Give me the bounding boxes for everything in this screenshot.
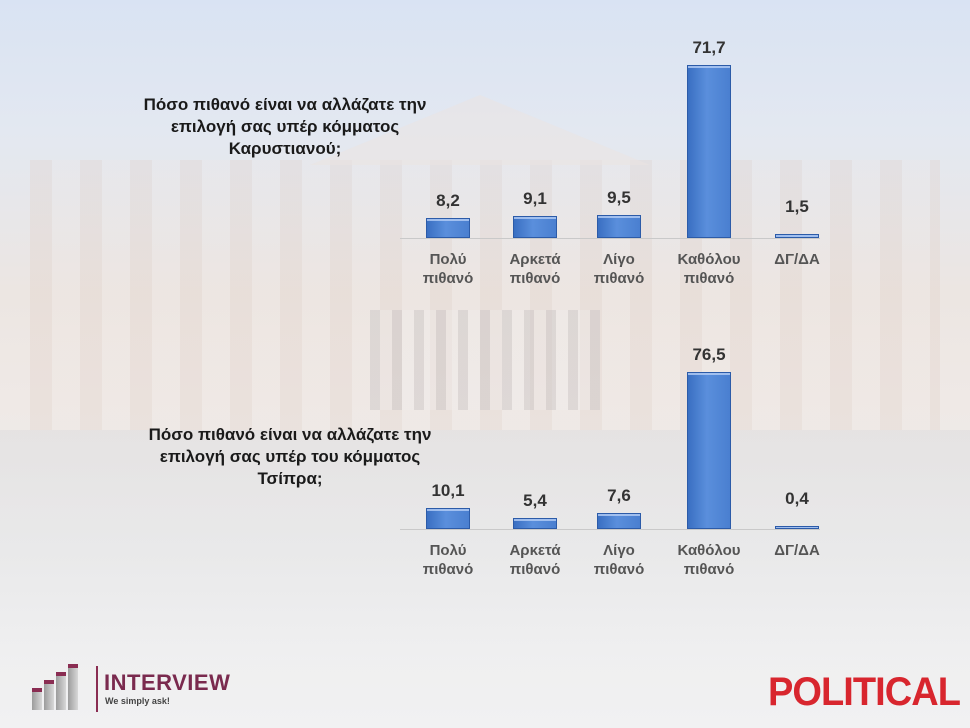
logo-divider	[96, 666, 98, 712]
chart2-value-label: 7,6	[607, 486, 631, 506]
chart2-bar	[597, 513, 641, 529]
chart1-bar	[597, 215, 641, 238]
chart2-bar-chart: 10,1 Πολύ πιθανό 5,4 Αρκετά πιθανό 7,6 Λίγο πιθα…	[400, 0, 820, 600]
chart1-value-label: 9,5	[607, 188, 631, 208]
background-pediment	[310, 95, 650, 165]
chart2-bar	[513, 517, 557, 529]
background-building	[30, 160, 940, 430]
chart2-question: Πόσο πιθανό είναι να αλλάζατε την επιλογ…	[120, 424, 460, 490]
category-line: πιθανό	[422, 561, 474, 578]
background-ground	[0, 430, 970, 660]
chart1-value-label: 8,2	[436, 191, 460, 211]
category-line: Αρκετά	[509, 251, 561, 268]
chart1-question-line: Πόσο πιθανό είναι να αλλάζατε την	[143, 95, 427, 114]
chart1-bar	[513, 216, 557, 238]
category-line: Καθόλου	[677, 251, 741, 268]
chart1-question-line: επιλογή σας υπέρ κόμματος	[170, 117, 400, 136]
chart2-question-line: Πόσο πιθανό είναι να αλλάζατε την	[148, 425, 432, 444]
chart1-question: Πόσο πιθανό είναι να αλλάζατε την επιλογ…	[140, 94, 430, 160]
interview-logo-tagline: We simply ask!	[105, 696, 170, 706]
chart2-bar	[775, 526, 819, 529]
interview-logo-name: INTERVIEW	[104, 670, 231, 695]
chart2-category-label: Αρκετά πιθανό	[490, 541, 580, 579]
chart1-bar-chart: 8,2 Πολύ πιθανό 9,1 Αρκετά πιθανό 9,5 Λίγο πιθαν…	[400, 0, 820, 300]
chart2-value-label: 76,5	[692, 345, 726, 365]
chart2-category-label: Πολύ πιθανό	[403, 541, 493, 579]
category-line: ΔΓ/ΔΑ	[774, 251, 820, 268]
chart1-bar	[426, 218, 470, 238]
chart2-axis-line	[400, 529, 820, 530]
category-line: Πολύ	[429, 251, 467, 268]
category-line: Πολύ	[429, 542, 467, 559]
category-line: πιθανό	[683, 270, 735, 287]
chart1-category-label: Καθόλου πιθανό	[664, 250, 754, 288]
category-line: πιθανό	[509, 561, 561, 578]
chart2-category-label: ΔΓ/ΔΑ	[752, 541, 842, 560]
chart1-value-label: 71,7	[692, 38, 726, 58]
chart2-question-line: Τσίπρα;	[257, 469, 323, 488]
chart2-category-label: Λίγο πιθανό	[574, 541, 664, 579]
chart1-bar	[775, 234, 819, 238]
category-line: πιθανό	[683, 561, 735, 578]
chart1-question-line: Καρυστιανού;	[228, 139, 342, 158]
chart1-value-label: 1,5	[785, 197, 809, 217]
chart1-category-label: Αρκετά πιθανό	[490, 250, 580, 288]
category-line: πιθανό	[509, 270, 561, 287]
chart2-bar	[426, 508, 470, 529]
interview-logo: INTERVIEW We simply ask!	[30, 664, 250, 714]
chart2-question-line: επιλογή σας υπέρ του κόμματος	[159, 447, 421, 466]
chart1-category-label: ΔΓ/ΔΑ	[752, 250, 842, 269]
category-line: Λίγο	[603, 542, 635, 559]
background-colonnade	[370, 310, 600, 410]
category-line: Καθόλου	[677, 542, 741, 559]
chart2-bar	[687, 372, 731, 529]
chart1-axis-line	[400, 238, 820, 239]
chart2-value-label: 10,1	[431, 481, 465, 501]
category-line: Αρκετά	[509, 542, 561, 559]
chart1-value-label: 9,1	[523, 189, 547, 209]
chart2-category-label: Καθόλου πιθανό	[664, 541, 754, 579]
category-line: πιθανό	[422, 270, 474, 287]
chart1-bar	[687, 65, 731, 238]
chart2-value-label: 5,4	[523, 490, 547, 510]
political-logo: POLITICAL	[768, 670, 961, 714]
chart1-category-label: Πολύ πιθανό	[403, 250, 493, 288]
category-line: πιθανό	[593, 270, 645, 287]
category-line: πιθανό	[593, 561, 645, 578]
category-line: Λίγο	[603, 251, 635, 268]
chart2-value-label: 0,4	[785, 489, 809, 508]
chart1-category-label: Λίγο πιθανό	[574, 250, 664, 288]
bar-chart-logo-icon	[30, 664, 90, 714]
category-line: ΔΓ/ΔΑ	[774, 542, 820, 559]
